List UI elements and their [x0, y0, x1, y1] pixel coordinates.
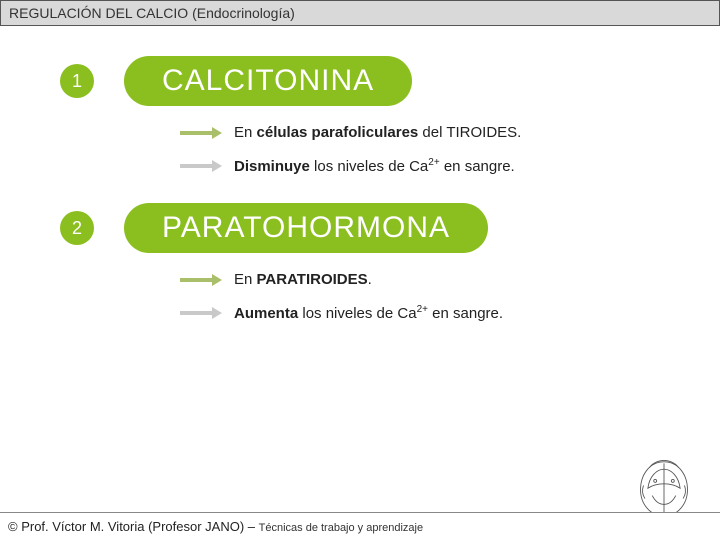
section-1-bullets: En células parafoliculares del TIROIDES.… [180, 124, 690, 175]
bullet-text: En PARATIROIDES. [234, 271, 372, 288]
section-2-title-pill: PARATOHORMONA [124, 203, 488, 253]
section-1: 1 CALCITONINA En células parafoliculares… [60, 56, 690, 175]
arrow-icon [180, 159, 222, 173]
section-1-number-badge: 1 [60, 64, 94, 98]
arrow-icon [180, 306, 222, 320]
section-2-number-badge: 2 [60, 211, 94, 245]
slide-header: REGULACIÓN DEL CALCIO (Endocrinología) [0, 0, 720, 26]
bullet-text: En células parafoliculares del TIROIDES. [234, 124, 521, 141]
section-2-header-row: 2 PARATOHORMONA [60, 203, 690, 253]
section-1-header-row: 1 CALCITONINA [60, 56, 690, 106]
section-2-bullets: En PARATIROIDES. Aumenta los niveles de … [180, 271, 690, 322]
bullet-text: Aumenta los niveles de Ca2+ en sangre. [234, 304, 503, 322]
slide-footer: © Prof. Víctor M. Vitoria (Profesor JANO… [0, 512, 720, 540]
arrow-icon [180, 273, 222, 287]
bullet-row: Disminuye los niveles de Ca2+ en sangre. [180, 157, 690, 175]
arrow-icon [180, 126, 222, 140]
footer-main: © Prof. Víctor M. Vitoria (Profesor JANO… [8, 519, 259, 534]
bullet-row: Aumenta los niveles de Ca2+ en sangre. [180, 304, 690, 322]
bullet-text: Disminuye los niveles de Ca2+ en sangre. [234, 157, 515, 175]
bullet-row: En PARATIROIDES. [180, 271, 690, 288]
section-2: 2 PARATOHORMONA En PARATIROIDES. Aum [60, 203, 690, 322]
content-area: 1 CALCITONINA En células parafoliculares… [0, 26, 720, 322]
bullet-row: En células parafoliculares del TIROIDES. [180, 124, 690, 141]
footer-sub: Técnicas de trabajo y aprendizaje [259, 522, 423, 534]
section-1-title-pill: CALCITONINA [124, 56, 412, 106]
